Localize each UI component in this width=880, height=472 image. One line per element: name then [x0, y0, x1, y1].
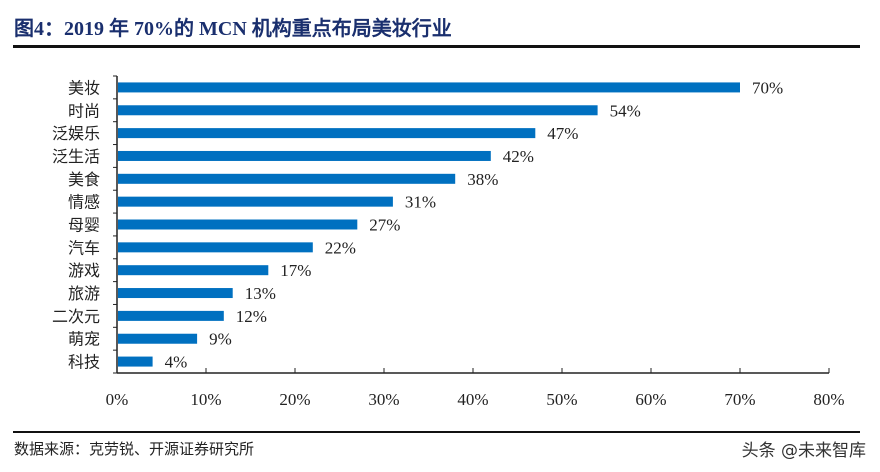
- data-label: 22%: [325, 238, 356, 257]
- x-tick-label: 30%: [368, 390, 399, 409]
- x-tick-label: 40%: [457, 390, 488, 409]
- bar: [118, 150, 491, 161]
- data-label: 70%: [752, 78, 783, 97]
- x-tick-label: 80%: [813, 390, 844, 409]
- category-label: 时尚: [68, 102, 100, 120]
- bar: [118, 128, 536, 139]
- data-label: 12%: [236, 307, 267, 326]
- footer-divider: [13, 431, 860, 433]
- data-label: 38%: [467, 170, 498, 189]
- x-tick-label: 60%: [635, 390, 666, 409]
- bar: [118, 310, 224, 321]
- category-label: 美食: [68, 171, 100, 189]
- category-label: 游戏: [68, 262, 100, 280]
- data-label: 31%: [405, 193, 436, 212]
- category-label: 情感: [68, 194, 100, 212]
- category-label: 旅游: [68, 285, 100, 303]
- x-tick-label: 70%: [724, 390, 755, 409]
- data-label: 27%: [369, 216, 400, 235]
- category-label: 萌宠: [68, 331, 100, 349]
- bar: [118, 82, 740, 93]
- data-label: 54%: [610, 101, 641, 120]
- chart-title: 图4：2019 年 70%的 MCN 机构重点布局美妆行业: [14, 18, 452, 40]
- bar: [118, 288, 233, 299]
- data-label: 47%: [547, 124, 578, 143]
- watermark: 头条 @未来智库: [741, 441, 866, 461]
- source-note: 数据来源：克劳锐、开源证券研究所: [14, 440, 255, 458]
- x-tick-label: 0%: [106, 390, 129, 409]
- bar: [118, 333, 198, 344]
- category-label: 二次元: [52, 308, 100, 326]
- bar: [118, 356, 153, 367]
- bar: [118, 265, 269, 276]
- category-label: 泛生活: [52, 148, 100, 166]
- x-tick-label: 10%: [190, 390, 221, 409]
- x-tick-label: 20%: [279, 390, 310, 409]
- bar: [118, 105, 598, 116]
- bar: [118, 173, 456, 184]
- bar: [118, 242, 313, 253]
- category-label: 母婴: [68, 218, 100, 235]
- data-label: 4%: [165, 353, 188, 372]
- data-label: 17%: [280, 261, 311, 280]
- x-tick-label: 50%: [546, 390, 577, 409]
- data-label: 42%: [503, 147, 534, 166]
- data-label: 9%: [209, 330, 232, 349]
- category-label: 泛娱乐: [52, 125, 100, 143]
- data-label: 13%: [245, 284, 276, 303]
- category-label: 美妆: [68, 79, 100, 97]
- bar: [118, 196, 393, 207]
- title-divider: [13, 45, 860, 48]
- bar: [118, 219, 358, 230]
- category-label: 汽车: [68, 239, 100, 257]
- category-label: 科技: [68, 354, 100, 372]
